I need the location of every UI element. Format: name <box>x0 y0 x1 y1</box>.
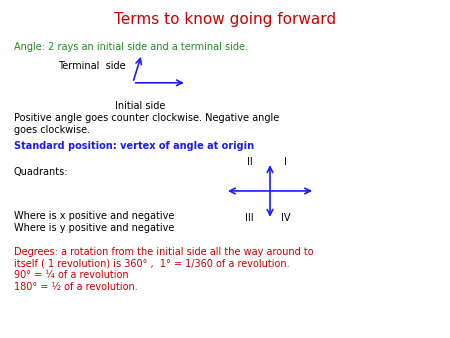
Text: Positive angle goes counter clockwise. Negative angle
goes clockwise.: Positive angle goes counter clockwise. N… <box>14 113 279 135</box>
Text: II: II <box>247 157 252 167</box>
Text: Initial side: Initial side <box>115 101 165 112</box>
Text: Standard position: vertex of angle at origin: Standard position: vertex of angle at or… <box>14 141 254 151</box>
Text: Angle: 2 rays an initial side and a terminal side.: Angle: 2 rays an initial side and a term… <box>14 42 248 52</box>
Text: Degrees: a rotation from the initial side all the way around to
itself ( 1 revol: Degrees: a rotation from the initial sid… <box>14 247 313 292</box>
Text: IV: IV <box>281 213 291 223</box>
Text: Terminal  side: Terminal side <box>58 61 126 71</box>
Text: Where is x positive and negative
Where is y positive and negative: Where is x positive and negative Where i… <box>14 211 174 233</box>
Text: I: I <box>284 157 287 167</box>
Text: Quadrants:: Quadrants: <box>14 167 68 177</box>
Text: III: III <box>245 213 254 223</box>
Text: Terms to know going forward: Terms to know going forward <box>114 12 336 27</box>
